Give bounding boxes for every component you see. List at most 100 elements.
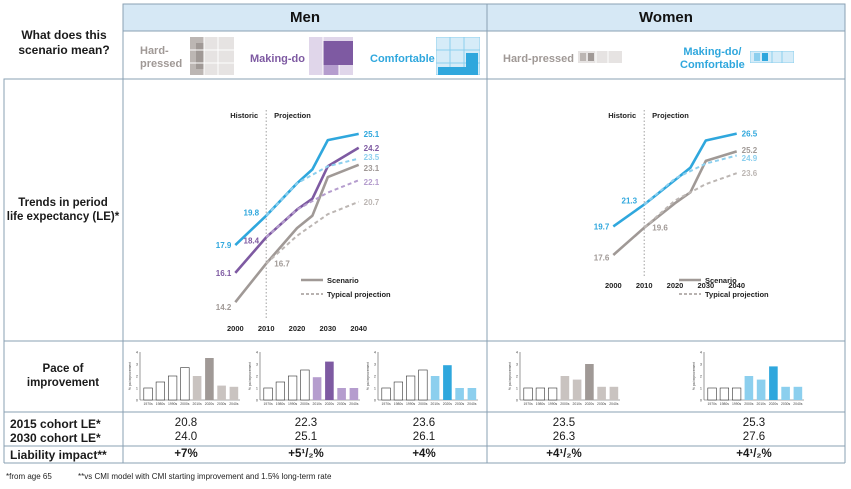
men-comfortable-icon [436,37,480,75]
pace-x-tick-2000s: 2000s [300,402,310,406]
data-label-21-3: 21.3 [622,196,638,205]
historic-label: Historic [608,111,636,120]
pace-bar-1990s [167,375,178,401]
men-hard-pressed-label-line1: Hard- [140,45,169,57]
legend-scenario: Scenario [327,276,359,285]
cohort2015-women-making: 25.3 [742,417,766,429]
projection-label: Projection [652,111,689,120]
pace-y-tick-2: 2 [136,375,138,379]
pace-bar-1980s [275,381,286,401]
scenario-question: What does this scenario mean? [18,28,110,57]
women-hard-pressed-label: Hard-pressed [503,53,574,65]
pace-bar-2040s [609,386,619,400]
liability-row-label: Liability impact** [10,448,107,462]
pace-x-tick-2000s: 2000s [744,402,754,406]
pace-y-tick-4: 4 [374,351,376,355]
series-typical-comfortable- [265,157,359,217]
pace-y-tick-4: 4 [516,351,518,355]
pace-y-tick-3: 3 [700,363,702,367]
pace-x-tick-1980s: 1980s [394,402,404,406]
pace-bar-1970s [143,387,153,401]
series-hard-pressed [234,163,360,304]
pace-bar-1970s [523,387,533,401]
pace-y-label: % pa improvement [508,362,512,390]
cohort2030-men-comfortable: 26.1 [412,431,436,443]
x-tick-2030: 2030 [697,281,714,290]
pace-chart-men-making-do: 0 1 2 3 4 % pa improvement 1970s 1980s 1990s 2000… [248,351,360,406]
data-label-23-1: 23.1 [364,164,380,173]
x-tick-2010: 2010 [258,324,275,333]
women-making-do-comfortable-label: Making-do/ Comfortable [680,46,745,72]
liability-men-hard: +7% [174,448,198,460]
pace-y-tick-4: 4 [256,351,258,355]
series-making-do-comfortable [612,132,737,228]
pace-y-label: % pa improvement [366,362,370,390]
data-label-18-4: 18.4 [244,236,260,245]
women-line-chart: Historic Projection 26.5 25.224.9 23.6 21.3 19… [594,110,769,299]
pace-y-tick-4: 4 [700,351,702,355]
pace-chart-men-comfortable: 0 1 2 3 4 % pa improvement 1970s 1980s 1990s 2000… [366,351,478,406]
trends-label-line2: life expectancy (LE)* [6,211,120,223]
men-comfortable-label: Comfortable [370,53,435,65]
data-label-25-2: 25.2 [742,146,758,155]
pace-bar-1980s [393,381,404,401]
pace-bar-2000s [418,369,428,401]
pace-bar-1990s [547,387,558,401]
pace-bar-2020s [443,365,452,400]
pace-bar-2020s [585,364,594,400]
data-label-19-7: 19.7 [594,222,610,231]
men-making-do-label: Making-do [250,53,305,65]
data-label-14-2: 14.2 [216,303,232,312]
pace-x-tick-2000s: 2000s [560,402,570,406]
pace-y-tick-0: 0 [374,399,376,403]
pace-bar-1990s [405,375,416,401]
pace-x-tick-2020s: 2020s [769,402,779,406]
pace-bar-1990s [731,387,742,401]
trends-label-line1: Trends in period [18,197,108,209]
pace-y-label: % pa improvement [248,362,252,390]
pace-x-tick-1980s: 1980s [276,402,286,406]
pace-x-tick-2010s: 2010s [312,402,322,406]
trends-row-label: Trends in period life expectancy (LE)* [6,196,120,224]
pace-x-tick-2010s: 2010s [192,402,202,406]
legend-typical: Typical projection [705,290,769,299]
pace-bar-2030s [597,386,606,400]
series-typical-hard-pressed- [643,172,738,229]
pace-x-tick-1990s: 1990s [406,402,416,406]
pace-y-label: % pa improvement [692,362,696,390]
cohort2030-men-hard: 24.0 [174,431,198,443]
data-label-24-9: 24.9 [742,154,758,163]
pace-x-tick-1990s: 1990s [288,402,298,406]
pace-x-tick-2040s: 2040s [467,402,477,406]
x-tick-2040: 2040 [728,281,745,290]
pace-x-tick-2030s: 2030s [455,402,465,406]
pace-y-tick-1: 1 [136,387,138,391]
pace-x-tick-2020s: 2020s [443,402,453,406]
pace-bar-2000s [744,376,754,400]
pace-bar-2020s [769,366,778,400]
pace-bar-1980s [535,387,546,401]
pace-x-tick-2030s: 2030s [597,402,607,406]
series-hard-pressed [612,150,738,256]
pace-x-tick-1990s: 1990s [548,402,558,406]
x-tick-2040: 2040 [350,324,367,333]
women-making-do-comfortable-icon [750,51,794,63]
pace-bar-2040s [349,388,359,400]
pace-bar-1990s [287,375,298,401]
pace-x-tick-1970s: 1970s [143,402,153,406]
pace-bar-1970s [707,387,717,401]
pace-y-tick-3: 3 [256,363,258,367]
data-label-23-6: 23.6 [742,169,758,178]
pace-x-tick-2030s: 2030s [781,402,791,406]
pace-bar-2020s [205,358,214,400]
men-hard-pressed-label: Hard- pressed [140,45,182,71]
pace-y-tick-1: 1 [700,387,702,391]
pace-bar-2030s [337,388,346,400]
data-label-23-5: 23.5 [364,153,380,162]
footnote-1: *from age 65 [6,472,52,481]
series-typical-making-do-comfortable- [643,154,737,206]
pace-bar-2010s [192,376,202,400]
pace-y-tick-1: 1 [374,387,376,391]
pace-x-tick-1970s: 1970s [523,402,533,406]
